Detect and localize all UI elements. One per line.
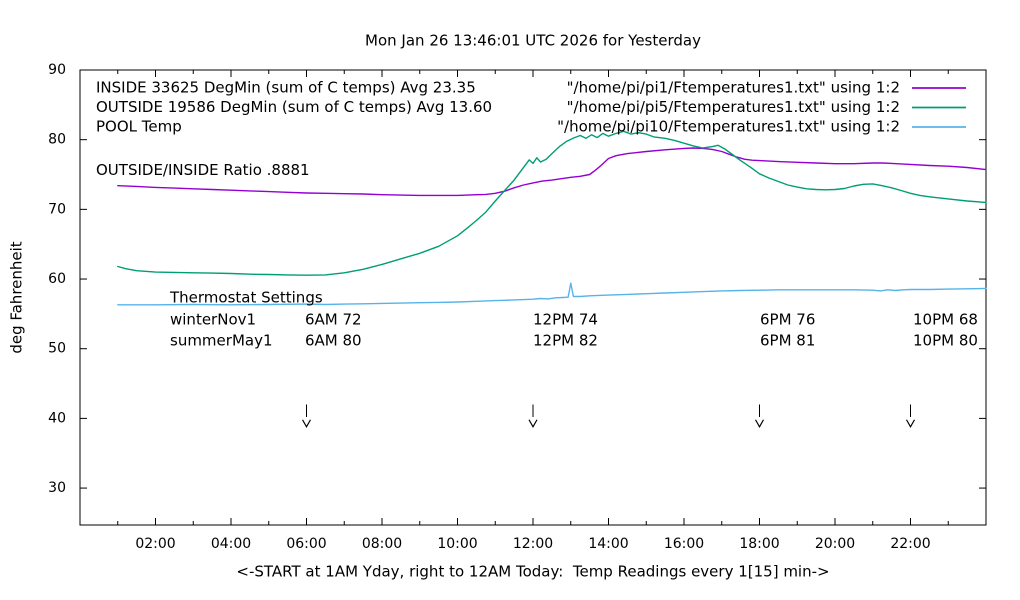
thermostat-cell: 12PM 82 <box>533 332 598 350</box>
y-axis-label: deg Fahrenheit <box>8 241 26 353</box>
thermostat-cell: 6PM 76 <box>760 311 815 329</box>
x-tick-label: 16:00 <box>664 536 704 552</box>
setpoint-arrow-head <box>301 419 312 428</box>
x-tick-label: 14:00 <box>588 536 628 552</box>
x-axis-label: <-START at 1AM Yday, right to 12AM Today… <box>236 563 829 581</box>
series-inside-line <box>117 147 987 197</box>
x-tick-label: 06:00 <box>286 536 326 552</box>
series-outside-line <box>117 130 987 276</box>
thermostat-cell: winterNov1 <box>170 311 256 329</box>
key-label-pool: "/home/pi/pi10/Ftemperatures1.txt" using… <box>557 118 900 136</box>
y-tick-label: 40 <box>48 410 66 426</box>
setpoint-arrow <box>754 404 765 428</box>
thermostat-heading: Thermostat Settings <box>169 289 323 307</box>
x-tick-label: 18:00 <box>739 536 779 552</box>
x-tick-label: 20:00 <box>815 536 855 552</box>
y-tick-label: 60 <box>48 271 66 287</box>
x-tick-label: 22:00 <box>890 536 930 552</box>
setpoint-arrow-head <box>905 419 916 428</box>
setpoint-arrow <box>905 404 916 428</box>
thermostat-cell: 6PM 81 <box>760 332 815 350</box>
x-tick-label: 12:00 <box>513 536 553 552</box>
key-label-outside: "/home/pi/pi5/Ftemperatures1.txt" using … <box>567 98 900 116</box>
x-tick-label: 08:00 <box>362 536 402 552</box>
chart-title: Mon Jan 26 13:46:01 UTC 2026 for Yesterd… <box>365 32 701 50</box>
setpoint-arrow-head <box>754 419 765 428</box>
thermostat-cell: 12PM 74 <box>533 311 598 329</box>
thermostat-cell: summerMay1 <box>170 332 273 350</box>
x-tick-label: 10:00 <box>437 536 477 552</box>
thermostat-cell: 6AM 80 <box>305 332 362 350</box>
x-tick-label: 04:00 <box>211 536 251 552</box>
setpoint-arrow-head <box>528 419 538 428</box>
setpoint-arrow <box>301 404 312 428</box>
y-tick-label: 50 <box>48 341 66 357</box>
x-tick-label: 02:00 <box>135 536 175 552</box>
setpoint-arrow <box>528 404 538 428</box>
ratio-label: OUTSIDE/INSIDE Ratio .8881 <box>96 161 310 179</box>
legend-label-pool: POOL Temp <box>96 118 182 136</box>
thermostat-cell: 6AM 72 <box>305 311 362 329</box>
y-tick-label: 80 <box>48 132 66 148</box>
y-tick-label: 70 <box>48 201 66 217</box>
key-label-inside: "/home/pi/pi1/Ftemperatures1.txt" using … <box>567 79 900 97</box>
thermostat-cell: 10PM 68 <box>913 311 978 329</box>
y-tick-label: 90 <box>48 62 66 78</box>
y-tick-label: 30 <box>48 480 66 496</box>
thermostat-cell: 10PM 80 <box>913 332 978 350</box>
legend-label-inside: INSIDE 33625 DegMin (sum of C temps) Avg… <box>96 79 476 97</box>
legend-label-outside: OUTSIDE 19586 DegMin (sum of C temps) Av… <box>96 98 492 116</box>
series-pool-line <box>117 282 987 306</box>
